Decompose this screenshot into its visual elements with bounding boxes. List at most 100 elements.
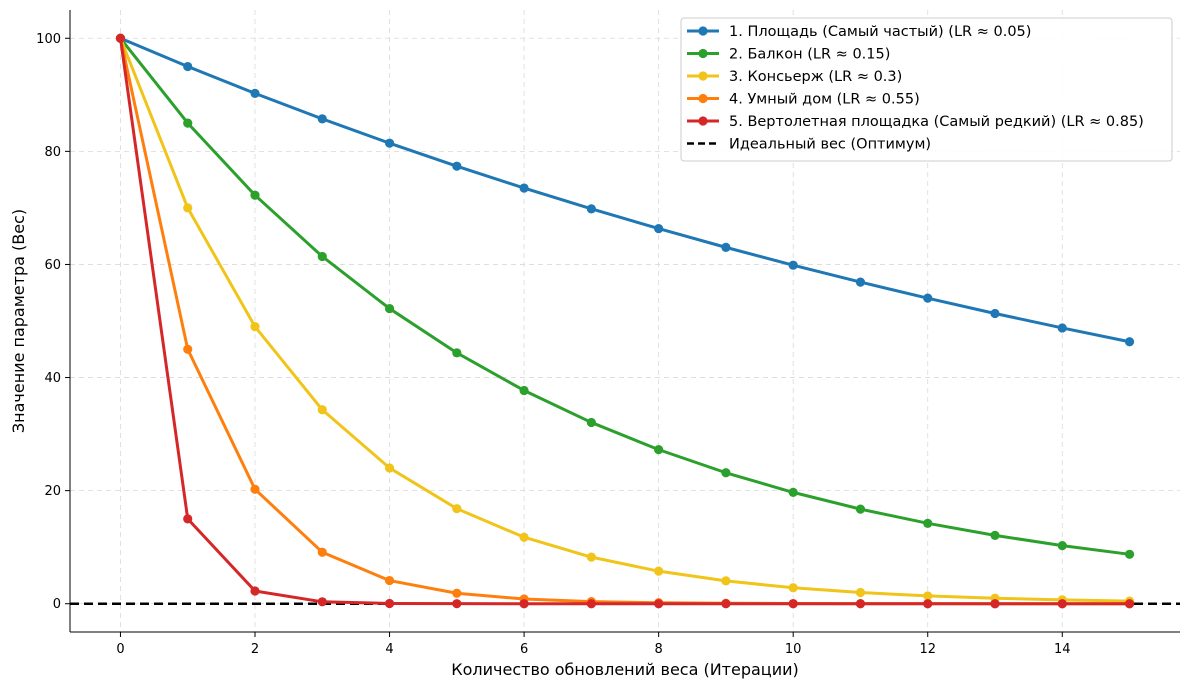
- data-point: [317, 405, 327, 415]
- data-point: [250, 484, 260, 494]
- data-point: [855, 587, 866, 598]
- data-point: [990, 308, 1000, 319]
- legend-item: 1. Площадь (Самый частый) (LR ≈ 0.05): [687, 24, 1031, 40]
- data-point: [990, 599, 1000, 609]
- data-point: [1057, 540, 1067, 551]
- data-point: [317, 597, 327, 607]
- data-point: [183, 203, 193, 213]
- series-line: [119, 36, 1130, 344]
- legend-item: 3. Консьерж (LR ≈ 0.3): [687, 69, 902, 85]
- y-tick-label: 20: [44, 484, 61, 499]
- x-tick-label: 2: [251, 642, 259, 657]
- legend-item: Идеальный вес (Оптимум): [687, 137, 931, 153]
- x-tick-label: 10: [785, 642, 802, 657]
- data-point: [115, 33, 126, 43]
- data-point: [519, 183, 529, 193]
- x-tick-label: 0: [116, 642, 124, 657]
- data-point: [250, 190, 260, 200]
- data-point: [721, 242, 731, 252]
- y-axis-title: Значение параметра (Вес): [9, 209, 28, 433]
- x-tick-label: 6: [520, 642, 528, 657]
- data-point: [721, 468, 731, 478]
- data-point: [317, 114, 327, 124]
- data-point: [183, 344, 193, 354]
- data-point: [183, 514, 193, 524]
- data-point: [788, 487, 798, 497]
- data-point: [855, 504, 866, 514]
- data-point: [519, 385, 529, 396]
- data-point: [250, 586, 260, 596]
- data-point: [923, 599, 933, 609]
- data-point: [654, 599, 664, 609]
- data-point: [855, 277, 866, 287]
- data-point: [384, 303, 395, 314]
- legend-label: 3. Консьерж (LR ≈ 0.3): [729, 69, 902, 85]
- data-point: [317, 547, 327, 557]
- data-point: [923, 591, 933, 601]
- series-1: [115, 33, 1135, 347]
- legend-swatch-marker: [698, 71, 708, 81]
- legend-swatch-marker: [698, 93, 708, 104]
- data-point: [452, 588, 462, 598]
- y-tick-label: 60: [44, 258, 61, 273]
- series-group: [115, 33, 1135, 609]
- legend-label: 5. Вертолетная площадка (Самый редкий) (…: [729, 114, 1144, 130]
- data-point: [452, 348, 462, 358]
- x-axis-title: Количество обновлений веса (Итерации): [451, 660, 798, 679]
- data-point: [519, 599, 529, 609]
- data-point: [183, 118, 193, 128]
- tick-labels: 0 2 4 6 8 10 12 14 0 20 40 60 80 100: [36, 32, 1070, 657]
- data-point: [586, 552, 596, 562]
- y-tick-label: 100: [36, 32, 61, 47]
- data-point: [1124, 599, 1135, 609]
- legend: 1. Площадь (Самый частый) (LR ≈ 0.05) 2. …: [680, 17, 1173, 162]
- data-point: [788, 599, 798, 609]
- x-tick-label: 14: [1054, 642, 1071, 657]
- series-5: [115, 33, 1135, 609]
- legend-label: Идеальный вес (Оптимум): [729, 137, 931, 153]
- data-point: [1057, 323, 1067, 333]
- data-point: [519, 532, 529, 542]
- data-point: [586, 204, 596, 214]
- y-tick-label: 40: [44, 371, 61, 386]
- data-point: [250, 322, 260, 332]
- series-line: [118, 38, 1130, 606]
- data-point: [1124, 337, 1135, 347]
- y-tick-label: 0: [53, 597, 61, 612]
- series-line: [119, 37, 1130, 556]
- x-tick-label: 12: [919, 642, 936, 657]
- legend-item: 2. Балкон (LR ≈ 0.15): [687, 47, 890, 63]
- data-point: [654, 224, 664, 234]
- data-point: [586, 417, 596, 428]
- data-point: [923, 293, 933, 303]
- series-line: [119, 37, 1130, 603]
- axes: [65, 10, 1180, 637]
- data-point: [317, 251, 327, 262]
- data-point: [183, 61, 193, 72]
- legend-swatch-marker: [698, 26, 708, 36]
- data-point: [788, 583, 798, 593]
- data-point: [788, 260, 798, 270]
- legend-swatch-marker: [698, 48, 708, 59]
- legend-label: 2. Балкон (LR ≈ 0.15): [729, 47, 890, 63]
- data-point: [654, 566, 664, 576]
- data-point: [250, 88, 260, 99]
- data-point: [452, 504, 462, 514]
- data-point: [452, 161, 462, 171]
- y-tick-label: 80: [44, 145, 61, 160]
- series-2: [115, 33, 1135, 559]
- data-point: [1057, 599, 1067, 609]
- legend-label: 4. Умный дом (LR ≈ 0.55): [729, 92, 920, 108]
- data-point: [384, 463, 395, 473]
- legend-box: [680, 17, 1173, 162]
- legend-item: 4. Умный дом (LR ≈ 0.55): [687, 92, 920, 108]
- data-point: [721, 599, 731, 609]
- data-point: [855, 599, 866, 609]
- data-point: [384, 138, 395, 148]
- series-3: [115, 33, 1135, 606]
- legend-swatch-marker: [698, 116, 708, 126]
- data-point: [384, 575, 395, 586]
- legend-label: 1. Площадь (Самый частый) (LR ≈ 0.05): [729, 24, 1031, 40]
- data-point: [654, 445, 664, 455]
